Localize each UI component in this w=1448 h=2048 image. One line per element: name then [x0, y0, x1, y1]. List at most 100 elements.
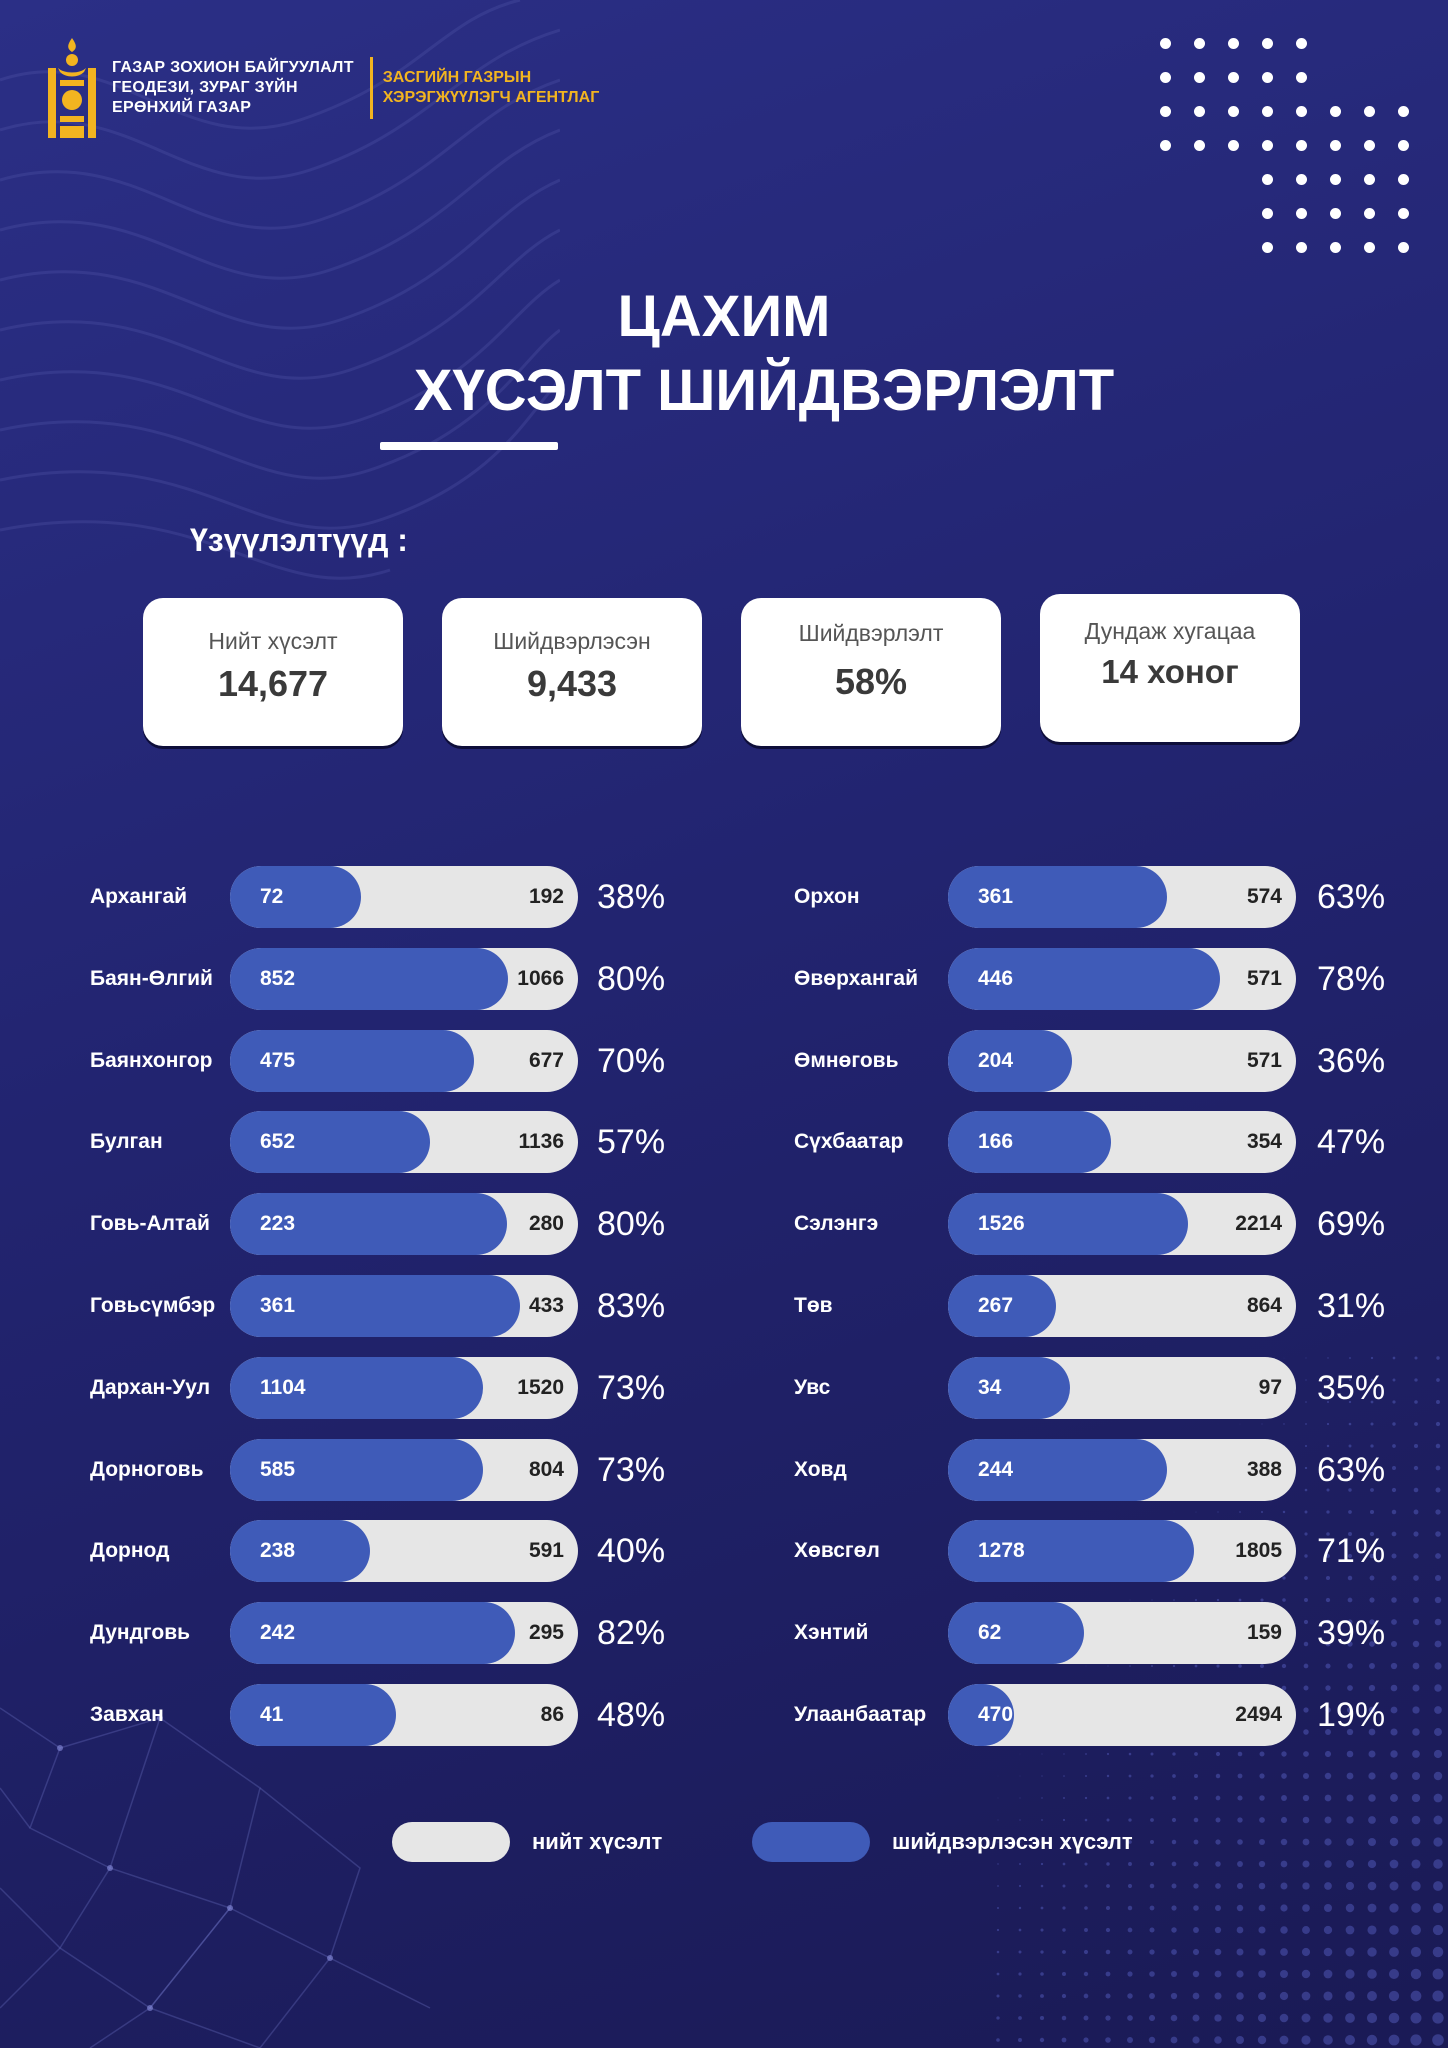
card-value: 58% [834, 661, 908, 702]
decorative-dot [1296, 174, 1307, 185]
page-title: ЦАХИМ ХҮСЭЛТ ШИЙДВЭРЛЭЛТ [0, 280, 1448, 428]
solved-bar [948, 1438, 1167, 1501]
org-line-3: ЕРӨНХИЙ ГАЗАР [112, 99, 252, 116]
decorative-dot [1228, 38, 1239, 49]
total-bar: 361 433 [230, 1275, 578, 1337]
percent-label: 48% [597, 1696, 666, 1734]
solved-bar [948, 1275, 1056, 1337]
header: ГАЗАР ЗОХИОН БАЙГУУЛАЛТ ГЕОДЕЗИ, ЗУРАГ З… [44, 38, 599, 138]
solved-bar [948, 1356, 1070, 1419]
total-value-label: 1805 [1235, 1539, 1282, 1563]
solved-bar [230, 1684, 396, 1746]
card-value: 9,433 [526, 663, 618, 704]
percent-label: 82% [597, 1614, 666, 1653]
total-bar: 1104 1520 [230, 1356, 578, 1419]
total-value-label: 295 [528, 1621, 564, 1645]
total-value-label: 97 [1258, 1375, 1282, 1399]
chart-row-Төв: Төв 267 864 31% [0, 1275, 1448, 1337]
chart-row-Говь-Алтай: Говь-Алтай 223 280 80% [0, 1193, 1448, 1256]
percent-label: 57% [597, 1123, 666, 1162]
chart-row-Дархан-Уул: Дархан-Уул 1104 1520 73% [0, 1356, 1448, 1419]
total-value-label: 354 [1246, 1130, 1282, 1154]
total-bar: 652 1136 [230, 1111, 578, 1174]
decorative-dot [1160, 72, 1171, 83]
chart-row-Баянхонгор: Баянхонгор 475 677 70% [0, 1029, 1448, 1092]
total-value-label: 571 [1246, 966, 1282, 990]
total-value-label: 574 [1246, 885, 1282, 908]
total-bar: 223 280 [230, 1193, 578, 1256]
percent-label: 71% [1317, 1532, 1386, 1571]
total-value-label: 804 [528, 1457, 564, 1481]
agency-line-1: ЗАСГИЙН ГАЗРЫН [382, 69, 532, 86]
total-bar: 475 677 [230, 1029, 578, 1092]
solved-value-label: 238 [260, 1539, 296, 1563]
total-bar: 244 388 [948, 1438, 1296, 1501]
total-bar: 361 574 [948, 866, 1296, 928]
solved-bar [948, 1684, 1014, 1746]
decorative-dot [1364, 106, 1375, 117]
decorative-dot [1262, 106, 1273, 117]
solved-value-label: 41 [260, 1703, 284, 1726]
legend-label-solved: шийдвэрлэсэн хүсэлт [892, 1829, 1133, 1854]
region-name: Дундговь [90, 1621, 191, 1645]
total-bar: 238 591 [230, 1520, 578, 1583]
decorative-dot [1160, 106, 1171, 117]
card-total-requests: Нийт хүсэлт 14,677 [143, 598, 403, 746]
organization-name: ГАЗАР ЗОХИОН БАЙГУУЛАЛТ ГЕОДЕЗИ, ЗУРАГ З… [112, 58, 354, 118]
region-name: Дорноговь [90, 1457, 204, 1481]
decorative-dot [1228, 140, 1239, 151]
solved-bar [230, 1111, 430, 1174]
decorative-dot [1330, 242, 1341, 253]
total-value-label: 571 [1246, 1048, 1282, 1072]
solved-value-label: 1278 [978, 1539, 1025, 1563]
decorative-dot [1364, 208, 1375, 219]
region-name: Өмнөговь [794, 1048, 899, 1072]
decorative-dot [1228, 106, 1239, 117]
solved-value-label: 1526 [978, 1212, 1025, 1236]
total-bar: 585 804 [230, 1438, 578, 1501]
solved-value-label: 361 [260, 1294, 296, 1317]
agency-line-2: ХЭРЭГЖҮҮЛЭГЧ АГЕНТЛАГ [382, 89, 600, 106]
percent-label: 80% [597, 959, 666, 998]
total-value-label: 159 [1246, 1621, 1282, 1645]
percent-label: 69% [1317, 1205, 1386, 1244]
region-name: Хэнтий [794, 1621, 869, 1645]
solved-bar [230, 866, 361, 928]
decorative-dot [1296, 72, 1307, 83]
chart-row-Дорноговь: Дорноговь 585 804 73% [0, 1438, 1448, 1501]
region-name: Сүхбаатар [794, 1130, 904, 1154]
card-value: 14,677 [217, 663, 329, 704]
chart-row-Өмнөговь: Өмнөговь 204 571 36% [0, 1029, 1448, 1092]
total-value-label: 1520 [517, 1375, 564, 1399]
solved-value-label: 446 [978, 966, 1014, 990]
solved-value-label: 470 [978, 1703, 1014, 1726]
decorative-dot-grid [1160, 38, 1420, 298]
decorative-dot [1364, 174, 1375, 185]
solved-bar [948, 1193, 1188, 1256]
decorative-dot [1296, 38, 1307, 49]
region-name: Увс [794, 1375, 831, 1399]
card-label: Шийдвэрлэлт [798, 620, 944, 646]
solved-bar [230, 1275, 521, 1337]
total-value-label: 388 [1246, 1457, 1282, 1481]
card-label: Дундаж хугацаа [1084, 618, 1256, 644]
solved-value-label: 244 [978, 1457, 1014, 1481]
region-name: Өвөрхангай [794, 966, 919, 990]
chart-row-Орхон: Орхон 361 574 63% [0, 866, 1448, 928]
decorative-dot [1160, 38, 1171, 49]
percent-label: 70% [597, 1041, 666, 1080]
decorative-dot [1160, 140, 1171, 151]
solved-value-label: 34 [978, 1375, 1002, 1399]
solved-bar [948, 866, 1167, 928]
percent-label: 40% [597, 1532, 666, 1571]
title-line-2: ХҮСЭЛТ ШИЙДВЭРЛЭЛТ [413, 358, 1115, 423]
decorative-dot [1398, 242, 1409, 253]
solved-value-label: 852 [260, 966, 296, 990]
region-name: Архангай [90, 885, 188, 908]
decorative-dot [1194, 140, 1205, 151]
title-line-1: ЦАХИМ [617, 284, 831, 349]
percent-label: 47% [1317, 1123, 1386, 1162]
solved-bar [948, 947, 1220, 1010]
percent-label: 63% [1317, 878, 1386, 916]
solved-value-label: 223 [260, 1212, 296, 1236]
